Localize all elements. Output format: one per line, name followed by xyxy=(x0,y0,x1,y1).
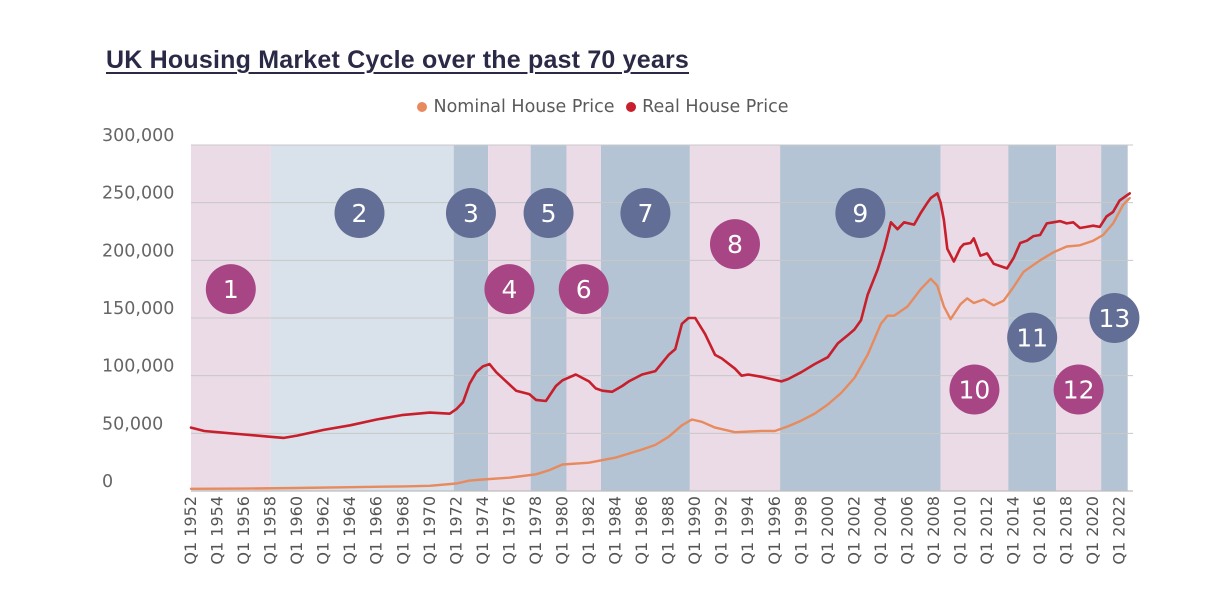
x-tick-label: Q1 2018 xyxy=(1057,496,1076,565)
series-line-nominal-house-price xyxy=(189,196,1131,490)
phase-number-8: 8 xyxy=(727,230,743,259)
phase-circle-5 xyxy=(523,188,574,239)
x-tick-label: Q1 1956 xyxy=(234,496,253,565)
legend-label-real: Real House Price xyxy=(642,97,789,117)
x-tick-label: Q1 1976 xyxy=(499,496,518,565)
x-tick-label: Q1 1966 xyxy=(367,496,386,565)
legend-item-real: Real House Price xyxy=(626,97,789,117)
x-tick-label: Q1 2000 xyxy=(818,496,837,565)
x-tick-label: Q1 1982 xyxy=(579,496,598,565)
x-tick-label: Q1 2008 xyxy=(924,496,943,565)
phase-circle-1 xyxy=(205,264,256,315)
phase-number-7: 7 xyxy=(637,199,653,228)
phase-circle-10 xyxy=(949,364,1000,415)
x-tick-label: Q1 1968 xyxy=(393,496,412,565)
chart-legend: Nominal House Price Real House Price xyxy=(0,97,1206,117)
y-tick-label: 100,000 xyxy=(102,357,174,377)
phase-circle-11 xyxy=(1007,312,1058,363)
legend-marker-real xyxy=(626,102,637,112)
x-tick-label: Q1 1978 xyxy=(526,496,545,565)
phase-circle-13 xyxy=(1089,293,1140,343)
x-tick-label: Q1 1958 xyxy=(261,496,280,565)
x-tick-label: Q1 1954 xyxy=(208,496,227,565)
legend-label-nominal: Nominal House Price xyxy=(433,97,615,117)
x-tick-label: Q1 2014 xyxy=(1004,496,1023,565)
phase-number-4: 4 xyxy=(501,275,517,304)
phase-number-9: 9 xyxy=(852,199,868,228)
x-tick-label: Q1 1964 xyxy=(340,496,359,565)
phase-number-5: 5 xyxy=(541,199,557,228)
phase-number-10: 10 xyxy=(959,376,991,405)
x-tick-label: Q1 2010 xyxy=(951,496,970,565)
phase-circle-9 xyxy=(835,188,886,239)
phase-number-2: 2 xyxy=(352,199,368,228)
phase-circle-7 xyxy=(620,188,671,239)
x-tick-label: Q1 1972 xyxy=(446,496,465,565)
phase-circle-6 xyxy=(558,264,609,315)
x-tick-label: Q1 2016 xyxy=(1030,496,1049,565)
x-tick-label: Q1 1974 xyxy=(473,496,492,565)
gridlines xyxy=(191,144,1133,492)
phase-number-13: 13 xyxy=(1099,304,1131,333)
x-tick-label: Q1 2004 xyxy=(871,496,890,565)
x-tick-label: Q1 2020 xyxy=(1083,496,1102,565)
series-lines xyxy=(189,192,1131,490)
x-tick-label: Q1 1960 xyxy=(287,496,306,565)
phase-number-12: 12 xyxy=(1063,376,1095,405)
phase-number-6: 6 xyxy=(576,275,592,304)
series-line-real-house-price xyxy=(189,192,1131,440)
y-tick-label: 0 xyxy=(102,472,113,492)
phase-circle-2 xyxy=(334,188,385,239)
x-tick-label: Q1 2002 xyxy=(844,496,863,565)
phase-circle-3 xyxy=(445,188,496,239)
phase-number-3: 3 xyxy=(463,199,479,228)
phase-number-1: 1 xyxy=(223,275,239,304)
y-axis-ticks: 0 50,000 100,000 150,000 200,000 250,000 300,0… xyxy=(102,126,174,492)
y-tick-label: 250,000 xyxy=(102,184,174,204)
x-tick-label: Q1 2022 xyxy=(1110,496,1129,565)
x-tick-label: Q1 1984 xyxy=(606,496,625,565)
phase-circle-8 xyxy=(709,219,760,270)
x-tick-label: Q1 2006 xyxy=(897,496,916,565)
x-tick-label: Q1 1998 xyxy=(791,496,810,565)
y-tick-label: 300,000 xyxy=(102,126,174,146)
x-tick-label: Q1 1986 xyxy=(632,496,651,565)
x-tick-label: Q1 1994 xyxy=(738,496,757,565)
phase-number-11: 11 xyxy=(1016,324,1048,353)
legend-item-nominal: Nominal House Price xyxy=(417,97,615,117)
x-tick-label: Q1 1988 xyxy=(659,496,678,565)
y-tick-label: 150,000 xyxy=(102,299,174,319)
y-tick-label: 50,000 xyxy=(102,414,163,434)
y-tick-label: 200,000 xyxy=(102,241,174,261)
phase-circle-4 xyxy=(484,264,535,315)
x-tick-label: Q1 1990 xyxy=(685,496,704,565)
phase-circle-12 xyxy=(1053,364,1104,415)
x-tick-label: Q1 1952 xyxy=(181,496,200,565)
x-tick-label: Q1 1992 xyxy=(712,496,731,565)
x-tick-label: Q1 2012 xyxy=(977,496,996,565)
x-tick-label: Q1 1962 xyxy=(314,496,333,565)
x-tick-label: Q1 1996 xyxy=(765,496,784,565)
x-axis-ticks: Q1 1952 Q1 1954 Q1 1956 Q1 1958 Q1 1960 Q1 19… xyxy=(181,496,1129,565)
chart-title: UK Housing Market Cycle over the past 70… xyxy=(106,46,690,74)
legend-marker-nominal xyxy=(417,102,428,112)
x-tick-label: Q1 1980 xyxy=(552,496,571,565)
x-tick-label: Q1 1970 xyxy=(420,496,439,565)
